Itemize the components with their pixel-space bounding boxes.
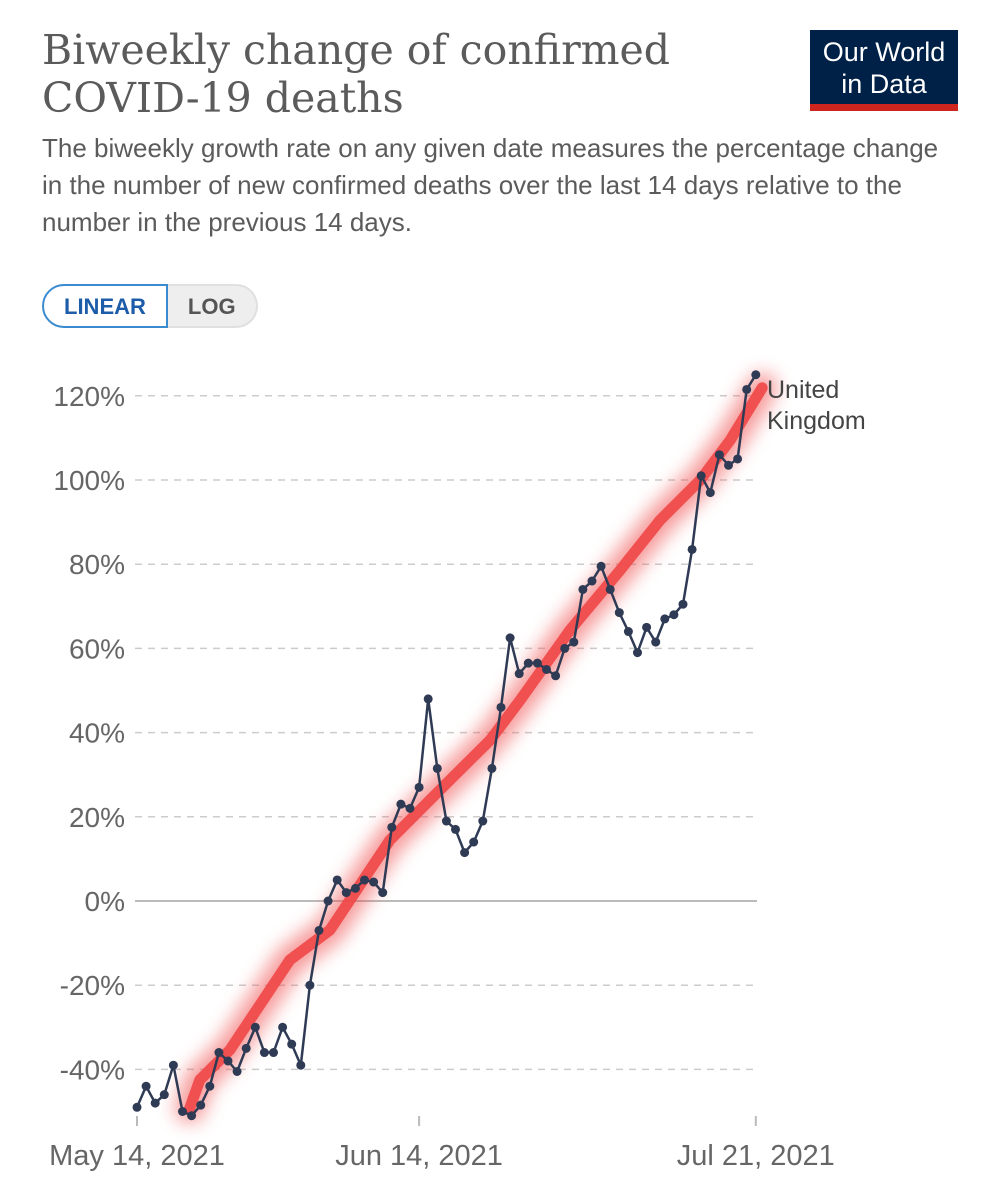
data-point: [396, 799, 406, 809]
data-point: [159, 1090, 169, 1100]
data-point: [369, 877, 379, 887]
chart-title: Biweekly change of confirmed COVID-19 de…: [42, 26, 671, 122]
y-tick-label: 0%: [85, 886, 125, 917]
data-point: [487, 763, 497, 773]
data-point: [405, 803, 415, 813]
data-point: [296, 1060, 306, 1070]
logo-bar: [810, 104, 958, 111]
data-point: [696, 471, 706, 481]
scale-toggle[interactable]: LINEAR LOG: [42, 284, 258, 328]
y-tick-label: -20%: [60, 970, 125, 1001]
data-point: [724, 460, 733, 470]
data-point: [596, 561, 606, 571]
data-point: [360, 875, 369, 885]
data-point: [196, 1100, 206, 1110]
data-point: [523, 658, 533, 668]
data-point: [678, 599, 688, 609]
log-scale-button[interactable]: LOG: [167, 284, 258, 328]
data-point: [314, 925, 324, 935]
series-label-line-1: United: [767, 376, 839, 404]
data-point: [478, 816, 488, 826]
data-point: [187, 1111, 197, 1121]
data-point: [214, 1048, 224, 1058]
y-tick-label: 120%: [53, 381, 125, 412]
data-point: [569, 637, 579, 647]
data-point: [587, 576, 597, 586]
data-point: [241, 1043, 251, 1053]
data-point: [505, 633, 515, 643]
y-tick-label: -40%: [60, 1054, 125, 1085]
data-point: [551, 671, 561, 681]
data-point: [205, 1081, 215, 1091]
series-line-united-kingdom: [135, 374, 757, 1118]
data-point: [387, 822, 397, 832]
y-tick-label: 60%: [69, 633, 125, 664]
logo-line-2: in Data: [841, 69, 927, 99]
y-tick-label: 100%: [53, 465, 125, 496]
data-point: [441, 816, 451, 826]
data-point: [532, 658, 542, 668]
data-point: [605, 584, 615, 594]
data-point: [578, 584, 588, 594]
data-point: [496, 702, 506, 712]
data-point: [469, 837, 479, 847]
y-tick-label: 40%: [69, 718, 125, 749]
x-tick-label: Jul 21, 2021: [677, 1140, 835, 1172]
data-point: [232, 1067, 242, 1077]
data-point: [141, 1081, 151, 1091]
data-point: [423, 694, 433, 704]
data-point: [278, 1022, 288, 1032]
logo-line-1: Our World: [822, 37, 946, 67]
data-point: [259, 1048, 269, 1058]
data-point: [350, 883, 360, 893]
data-point: [432, 763, 442, 773]
data-point: [150, 1098, 160, 1108]
data-point: [651, 637, 661, 647]
data-point: [623, 627, 633, 637]
data-point: [633, 648, 642, 658]
data-point: [323, 896, 333, 906]
data-point: [341, 888, 351, 898]
data-point: [660, 614, 670, 624]
chart-subtitle: The biweekly growth rate on any given da…: [42, 133, 939, 237]
linear-scale-button[interactable]: LINEAR: [42, 284, 168, 328]
data-point: [742, 384, 752, 394]
y-tick-label: 20%: [69, 802, 125, 833]
data-point: [705, 488, 715, 498]
owid-logo[interactable]: Our World in Data: [810, 30, 958, 111]
highlight-trend-line: [184, 382, 768, 1114]
data-point: [178, 1107, 187, 1116]
data-point: [414, 782, 424, 792]
data-point: [287, 1039, 297, 1049]
data-point: [269, 1048, 278, 1058]
data-point: [687, 544, 697, 554]
data-point: [751, 370, 761, 380]
series-label-line-2: Kingdom: [767, 407, 866, 435]
data-point: [132, 1102, 142, 1112]
data-point: [733, 454, 743, 464]
data-point: [514, 669, 524, 679]
data-point: [560, 643, 570, 653]
data-point: [250, 1022, 260, 1032]
data-point: [451, 824, 460, 834]
data-point: [714, 450, 724, 460]
x-tick-label: Jun 14, 2021: [335, 1140, 503, 1172]
data-point: [614, 608, 624, 618]
y-tick-label: 80%: [69, 549, 125, 580]
data-point: [669, 610, 679, 620]
data-point: [305, 980, 315, 990]
data-point: [223, 1056, 233, 1066]
data-point: [542, 664, 551, 674]
data-point: [642, 622, 652, 632]
x-tick-label: May 14, 2021: [49, 1140, 225, 1172]
data-point: [378, 888, 388, 898]
data-point: [168, 1060, 178, 1070]
data-point: [332, 875, 342, 885]
data-point: [460, 848, 470, 858]
